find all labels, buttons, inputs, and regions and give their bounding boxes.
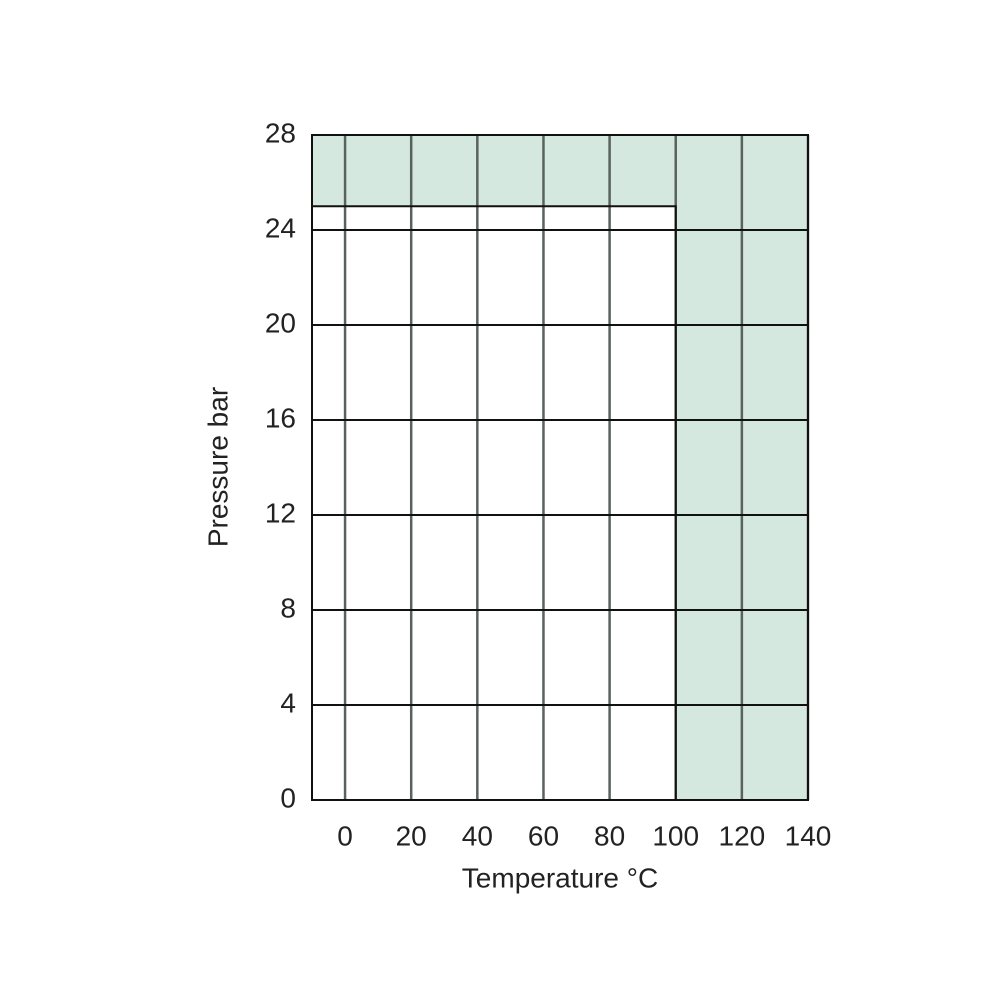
y-tick-label: 4: [280, 687, 296, 718]
x-tick-label: 80: [594, 820, 625, 851]
y-tick-label: 16: [265, 402, 296, 433]
y-axis-label: Pressure bar: [202, 387, 233, 547]
y-tick-label: 28: [265, 117, 296, 148]
x-tick-label: 120: [719, 820, 766, 851]
y-tick-label: 20: [265, 307, 296, 338]
x-axis-label: Temperature °C: [462, 862, 658, 893]
y-tick-label: 8: [280, 592, 296, 623]
plot-frame: [311, 134, 809, 801]
x-tick-label: 0: [337, 820, 353, 851]
x-tick-label: 40: [462, 820, 493, 851]
area: [312, 206, 676, 800]
y-tick-label: 0: [280, 782, 296, 813]
y-tick-label: 24: [265, 212, 296, 243]
y-tick-label: 12: [265, 497, 296, 528]
x-tick-label: 60: [528, 820, 559, 851]
x-tick-label: 140: [785, 820, 832, 851]
area-outline: [312, 205, 677, 800]
x-tick-label: 100: [652, 820, 699, 851]
x-tick-label: 20: [396, 820, 427, 851]
